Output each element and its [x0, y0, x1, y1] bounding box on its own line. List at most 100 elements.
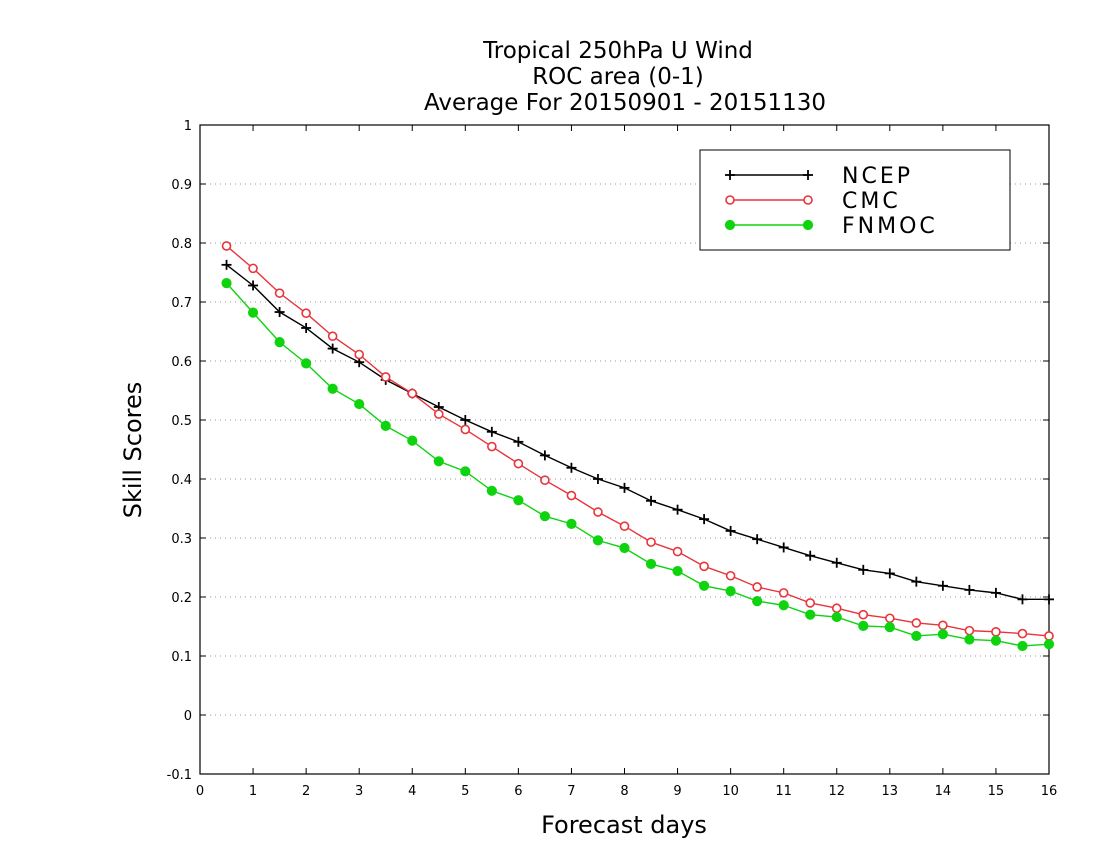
data-point-fnmoc: [752, 596, 763, 607]
series-cmc: [221, 241, 1054, 641]
legend-marker-right: [803, 170, 813, 180]
data-point-ncep: [513, 436, 524, 447]
x-tick-label: 16: [1041, 784, 1058, 799]
series-line-fnmoc: [226, 282, 1050, 647]
data-point-ncep: [937, 580, 948, 591]
x-tick-label: 8: [620, 784, 628, 799]
data-point-fnmoc: [539, 511, 551, 522]
data-point-ncep: [911, 576, 922, 587]
x-tick-label: 15: [988, 784, 1005, 799]
legend-entry-fnmoc: FNMOC: [724, 214, 938, 239]
data-point-cmc: [407, 388, 418, 399]
legend-marker-right: [803, 195, 813, 205]
y-tick-label: 1: [184, 119, 192, 134]
data-point-ncep: [248, 280, 259, 291]
data-point-fnmoc: [964, 634, 975, 645]
data-point-cmc: [460, 424, 471, 435]
data-point-cmc: [964, 625, 975, 636]
data-point-cmc: [433, 409, 444, 419]
data-point-ncep: [274, 307, 285, 318]
data-point-ncep: [1017, 594, 1028, 605]
series-ncep: [221, 259, 1054, 605]
data-point-cmc: [805, 598, 816, 608]
data-point-cmc: [778, 588, 789, 598]
data-point-ncep: [699, 514, 710, 525]
data-point-fnmoc: [858, 620, 869, 632]
x-tick-label: 6: [514, 784, 522, 799]
chart-title-line-3: Average For 20150901 - 20151130: [424, 90, 826, 116]
data-point-ncep: [221, 259, 232, 270]
data-point-fnmoc: [937, 629, 948, 640]
data-point-fnmoc: [433, 456, 444, 467]
data-point-cmc: [911, 618, 922, 628]
data-point-fnmoc: [566, 518, 577, 529]
data-point-cmc: [1044, 631, 1054, 641]
data-point-cmc: [380, 372, 391, 382]
data-point-fnmoc: [831, 611, 842, 623]
series-fnmoc: [221, 278, 1055, 652]
axis-ticks: -0.100.10.20.30.40.50.60.70.80.910 1 2 3 4 5 6…: [167, 119, 1058, 799]
data-point-fnmoc: [672, 565, 683, 577]
x-tick-label: 13: [882, 784, 899, 799]
x-tick-label: 12: [828, 784, 845, 799]
data-point-cmc: [938, 620, 948, 631]
data-point-ncep: [566, 462, 577, 473]
x-tick-label: 9: [673, 784, 681, 799]
data-point-ncep: [301, 322, 312, 333]
data-point-fnmoc: [247, 307, 259, 318]
data-point-cmc: [327, 331, 338, 342]
data-point-ncep: [778, 542, 789, 553]
data-point-ncep: [486, 426, 497, 437]
y-tick-label: 0.7: [171, 296, 192, 311]
data-point-ncep: [460, 415, 471, 425]
data-point-ncep: [592, 474, 603, 484]
data-point-ncep: [884, 568, 895, 579]
data-point-fnmoc: [460, 466, 471, 477]
data-point-fnmoc: [486, 485, 497, 496]
x-tick-label: 14: [935, 784, 952, 799]
data-point-fnmoc: [1017, 640, 1028, 652]
data-point-fnmoc: [592, 535, 604, 546]
legend-entry-cmc: CMC: [725, 189, 898, 214]
x-tick-label: 0: [196, 784, 204, 799]
data-point-fnmoc: [805, 609, 816, 620]
y-tick-label: 0.5: [171, 414, 192, 429]
y-tick-label: 0.4: [171, 473, 192, 488]
data-point-cmc: [566, 490, 577, 501]
series-line-cmc: [226, 245, 1050, 637]
legend-label: FNMOC: [842, 214, 938, 239]
data-point-fnmoc: [990, 635, 1002, 646]
data-point-ncep: [327, 343, 338, 354]
data-point-cmc: [540, 475, 550, 485]
data-point-fnmoc: [911, 630, 922, 642]
chart-title-line-1: Tropical 250hPa U Wind: [482, 38, 753, 64]
series-line-ncep: [226, 264, 1049, 601]
data-point-ncep: [539, 450, 550, 461]
legend-marker-left: [725, 195, 735, 205]
data-point-cmc: [858, 609, 869, 620]
data-point-ncep: [752, 534, 763, 545]
data-point-cmc: [354, 349, 364, 360]
data-point-cmc: [1017, 628, 1028, 639]
data-point-cmc: [619, 521, 630, 532]
data-point-fnmoc: [301, 358, 312, 369]
chart-title-line-2: ROC area (0-1): [532, 64, 704, 90]
data-point-cmc: [646, 537, 656, 547]
data-point-fnmoc: [778, 600, 789, 611]
data-point-ncep: [831, 557, 842, 568]
data-point-cmc: [301, 308, 311, 319]
data-point-cmc: [725, 570, 736, 581]
data-point-fnmoc: [354, 398, 365, 410]
data-point-ncep: [964, 584, 975, 595]
data-point-fnmoc: [327, 383, 338, 394]
x-tick-label: 4: [408, 784, 416, 799]
data-point-cmc: [487, 441, 497, 452]
data-point-fnmoc: [274, 337, 285, 348]
x-tick-label: 2: [302, 784, 310, 799]
data-series: [221, 241, 1055, 652]
y-tick-label: -0.1: [167, 768, 192, 783]
legend-entry-ncep: NCEP: [725, 164, 910, 189]
data-point-fnmoc: [221, 278, 232, 289]
